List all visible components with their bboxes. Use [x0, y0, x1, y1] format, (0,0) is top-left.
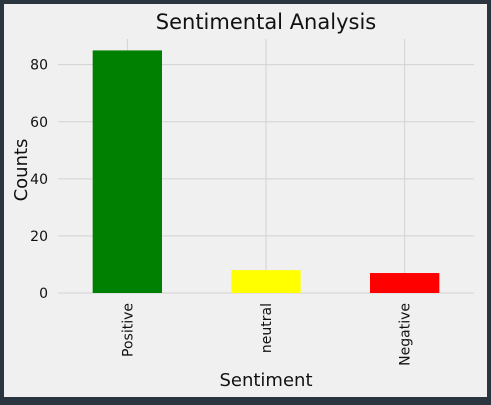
y-tick-label: 0: [39, 286, 48, 302]
y-axis-label: Counts: [11, 139, 32, 202]
y-tick-label: 80: [30, 58, 48, 74]
bar-negative: [370, 273, 440, 293]
chart-title: Sentimental Analysis: [156, 10, 376, 34]
y-tick-label: 60: [30, 115, 48, 131]
y-tick-label: 40: [30, 172, 48, 188]
y-tick-label: 20: [30, 229, 48, 245]
bar-neutral: [231, 270, 301, 293]
bar-positive: [92, 50, 162, 294]
x-axis-label: Sentiment: [219, 370, 312, 391]
chart-panel: 0 20 40 60 80 Positive neutral Negative Sentim…: [4, 4, 487, 397]
x-tick-label: Negative: [398, 303, 414, 366]
x-tick-label: Positive: [120, 303, 136, 357]
x-ticks: Positive neutral Negative: [120, 303, 413, 366]
bar-chart: 0 20 40 60 80 Positive neutral Negative Sentim…: [11, 10, 474, 391]
x-tick-label: neutral: [259, 303, 275, 353]
bars: [92, 50, 440, 294]
y-ticks: 0 20 40 60 80: [30, 58, 48, 302]
